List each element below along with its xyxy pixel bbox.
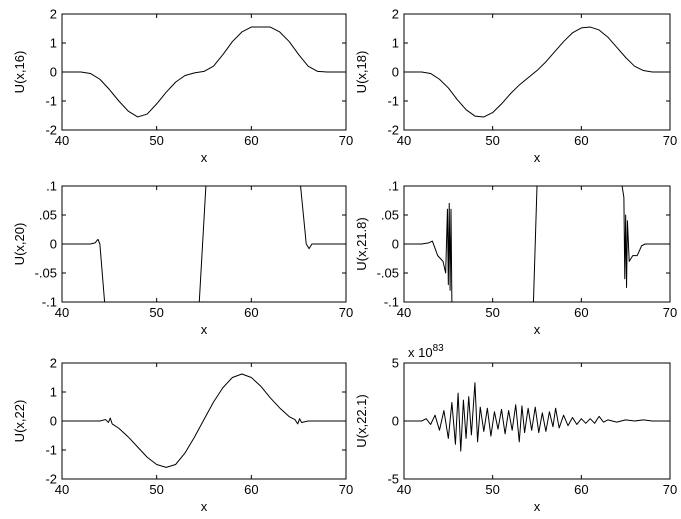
x-tick-label: 40 [397,133,411,148]
subplot-2: 40 50 60 70 -2 -1 0 1 2 x U(x,18) [354,7,677,166]
x-tick-label: 70 [339,482,353,497]
x-tick-label: 40 [55,133,69,148]
x-tick-label: 50 [485,305,499,320]
y-tick-label: -2 [387,123,399,138]
y-tick-label: 5 [392,356,399,371]
y-tick-label: 2 [50,7,57,22]
x-tick-label: 60 [574,305,588,320]
y-tick-label: -2 [45,123,57,138]
y-tick-label: -.1 [384,295,399,310]
subplot-1: 40 50 60 70 -2 -1 0 1 2 x U(x,16) [12,7,353,166]
axes-box [61,362,347,480]
y-tick-label: -.05 [35,266,57,281]
y-tick-label: 1 [392,36,399,51]
axes-box [61,13,347,131]
x-axis-label: x [534,499,541,514]
y-tick-label: 2 [50,356,57,371]
y-tick-label: 1 [50,385,57,400]
y-tick-label: -2 [45,472,57,487]
x-tick-label: 40 [55,482,69,497]
x-tick-label: 50 [149,133,163,148]
y-tick-label: 1 [50,36,57,51]
y-tick-label: 0 [50,237,57,252]
x-tick-label: 70 [339,305,353,320]
x-axis-label: x [201,150,208,165]
x-tick-label: 60 [574,482,588,497]
x-tick-label: 70 [663,305,677,320]
axes-box [61,185,347,303]
x-tick-label: 40 [55,305,69,320]
y-axis-label: U(x,21.8) [354,217,369,270]
x-tick-label: 60 [574,133,588,148]
x-tick-label: 60 [244,133,258,148]
x-axis-label: x [201,322,208,337]
y-tick-label: -.1 [42,295,57,310]
x-tick-label: 50 [485,133,499,148]
series-line [62,26,346,118]
y-tick-label: 0 [50,65,57,80]
y-tick-label: -1 [45,443,57,458]
y-tick-label: 0 [392,65,399,80]
series-line [404,382,670,452]
subplot-4: 40 50 60 70 -.1 -.05 0 .05 .1 x U(x,21.8) [354,179,677,338]
y-axis-label: U(x,20) [12,223,27,266]
x-tick-label: 50 [485,482,499,497]
series-line [404,26,670,118]
subplot-3: 40 50 60 70 -.1 -.05 0 .05 .1 x U(x,20) [12,179,353,338]
y-tick-label: -1 [387,94,399,109]
y-axis-label: U(x,22) [12,400,27,443]
x-tick-label: 60 [244,305,258,320]
y-tick-label: .05 [39,208,57,223]
y-exponent-label: x 1083 [408,343,444,360]
y-axis-label: U(x,16) [12,51,27,94]
x-tick-label: 70 [663,482,677,497]
y-tick-label: -5 [387,472,399,487]
y-tick-label: 0 [392,414,399,429]
y-tick-label: 0 [50,414,57,429]
x-tick-label: 40 [397,482,411,497]
x-tick-label: 40 [397,305,411,320]
y-tick-label: -.05 [377,266,399,281]
series-line [62,186,346,302]
x-axis-label: x [534,150,541,165]
x-tick-label: 60 [244,482,258,497]
x-axis-label: x [534,322,541,337]
y-tick-label: .1 [388,179,399,194]
y-tick-label: -1 [45,94,57,109]
subplot-5: 40 50 60 70 -2 -1 0 1 2 x U(x,22) [12,356,353,515]
y-tick-label: 0 [392,237,399,252]
y-tick-label: 2 [392,7,399,22]
y-axis-label: U(x,18) [354,51,369,94]
series-line [62,373,346,468]
x-axis-label: x [201,499,208,514]
y-axis-label: U(x,22.1) [354,394,369,447]
x-tick-label: 50 [149,305,163,320]
x-tick-label: 50 [149,482,163,497]
axes-box [403,13,671,131]
series-line [404,186,670,302]
y-tick-label: .05 [381,208,399,223]
y-tick-label: .1 [46,179,57,194]
x-tick-label: 70 [663,133,677,148]
axes-box [403,185,671,303]
x-tick-label: 70 [339,133,353,148]
subplot-6: 40 50 60 70 -5 0 5 x U(x,22.1) x 1083 [354,343,677,514]
